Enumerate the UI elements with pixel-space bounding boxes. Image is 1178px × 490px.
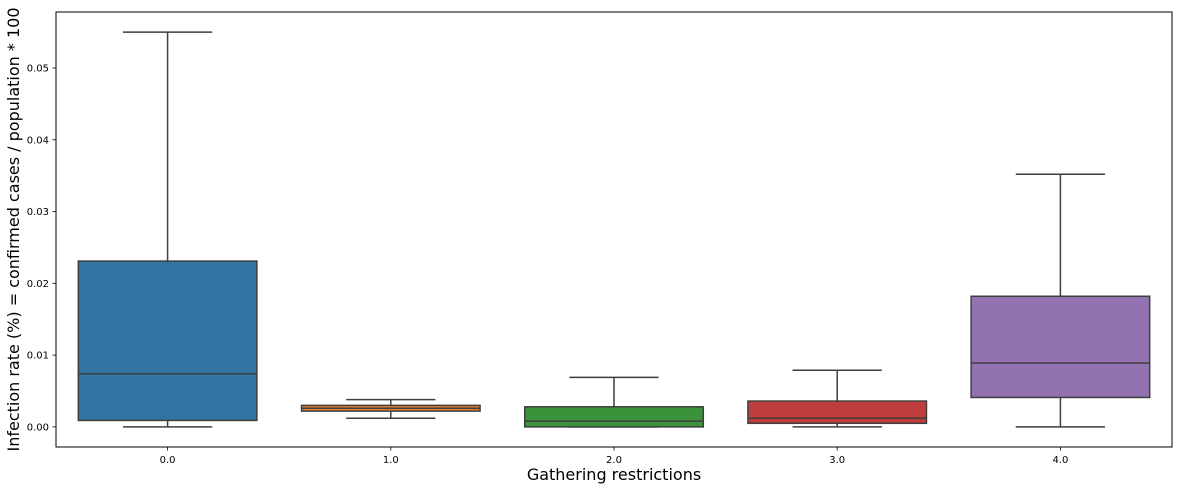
box-group-1	[300, 398, 481, 420]
x-axis-title: Gathering restrictions	[527, 465, 701, 484]
y-axis-title: Infection rate (%) = confirmed cases / p…	[4, 7, 23, 451]
y-tick-label: 0.04	[27, 135, 49, 146]
box	[77, 260, 258, 422]
y-tick-label: 0.03	[27, 207, 49, 218]
box	[523, 406, 705, 428]
x-tick-label: 1.0	[383, 455, 399, 466]
box-group-3	[747, 369, 928, 428]
x-tick-label: 2.0	[606, 455, 622, 466]
x-tick-label: 3.0	[829, 455, 845, 466]
y-tick-label: 0.01	[27, 351, 49, 362]
plot-area	[77, 31, 1151, 428]
x-tick-label: 0.0	[160, 455, 176, 466]
axis-ticks: 0.0 1.0 2.0 3.0 4.0 0.00 0.01 0.02 0.03 0.04 0.05	[27, 63, 1069, 466]
box	[970, 295, 1151, 399]
box-group-4	[970, 173, 1151, 428]
box	[747, 400, 928, 425]
y-tick-label: 0.00	[27, 422, 49, 433]
y-tick-label: 0.05	[27, 63, 49, 74]
box-group-0	[77, 31, 258, 428]
y-tick-label: 0.02	[27, 279, 49, 290]
box-group-2	[523, 376, 705, 428]
x-tick-label: 4.0	[1052, 455, 1068, 466]
